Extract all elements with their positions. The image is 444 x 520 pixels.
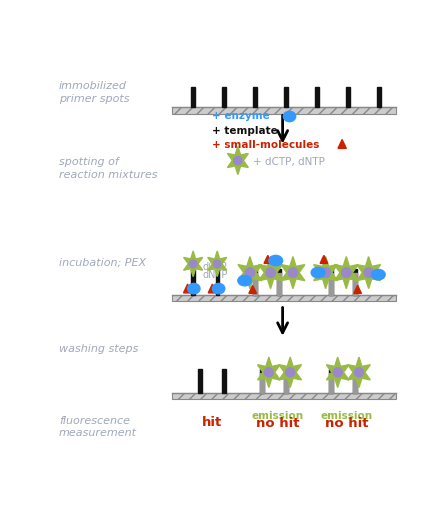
Polygon shape [338,139,346,148]
Text: incubation; PEX: incubation; PEX [59,257,146,268]
Polygon shape [183,284,192,293]
Bar [198,369,202,393]
Polygon shape [281,256,305,289]
Ellipse shape [188,283,200,294]
Ellipse shape [234,157,242,165]
Bar [260,373,264,393]
Polygon shape [259,256,282,289]
Bar [254,269,257,295]
Polygon shape [326,357,349,387]
Text: dNTP: dNTP [203,270,228,280]
Text: hit: hit [202,416,222,430]
Ellipse shape [214,260,221,268]
Polygon shape [320,255,328,264]
Text: dCTP: dCTP [203,262,227,271]
Polygon shape [208,284,217,293]
Polygon shape [249,285,257,293]
Text: spotting of
reaction mixtures: spotting of reaction mixtures [59,158,158,180]
Bar [346,87,350,107]
Bar [329,269,333,295]
Text: + small-molecules: + small-molecules [212,140,319,150]
Bar [284,87,288,107]
Ellipse shape [212,283,225,294]
Bar [191,87,195,107]
Bar [284,373,288,393]
Bar [353,272,357,295]
Polygon shape [354,285,361,293]
Bar [353,269,357,295]
Polygon shape [227,147,248,175]
Ellipse shape [341,268,351,277]
Bar [215,269,219,295]
Bar [260,369,264,393]
Text: emission: emission [320,411,373,421]
Polygon shape [357,256,381,289]
Ellipse shape [371,269,385,280]
Text: no hit: no hit [325,418,368,431]
Bar [254,272,257,295]
Ellipse shape [283,111,296,122]
Ellipse shape [269,255,282,266]
Ellipse shape [245,268,255,277]
Polygon shape [279,357,301,387]
Ellipse shape [333,368,342,377]
Bar [278,269,281,295]
Text: + enzyme: + enzyme [212,111,270,122]
Bar [173,295,396,301]
Ellipse shape [238,276,252,286]
Ellipse shape [285,368,295,377]
Polygon shape [348,357,370,387]
Ellipse shape [266,268,275,277]
Text: emission: emission [251,411,304,421]
Bar [278,272,281,295]
Text: + dCTP, dNTP: + dCTP, dNTP [254,158,325,167]
Ellipse shape [354,368,364,377]
Bar [377,87,381,107]
Polygon shape [258,357,280,387]
Bar [222,369,226,393]
Bar [173,393,396,399]
Ellipse shape [364,268,373,277]
Bar [329,369,333,393]
Bar [191,269,195,295]
Ellipse shape [189,260,197,268]
Polygon shape [208,251,227,277]
Bar [353,373,357,393]
Ellipse shape [288,268,298,277]
Bar [315,87,319,107]
Bar [254,87,257,107]
Bar [173,107,396,114]
Text: immobilized
primer spots: immobilized primer spots [59,81,130,103]
Text: fluorescence
measurement: fluorescence measurement [59,415,137,438]
Polygon shape [184,251,202,277]
Bar [222,87,226,107]
Polygon shape [238,256,262,289]
Ellipse shape [321,268,330,277]
Polygon shape [334,256,358,289]
Text: + template: + template [212,126,278,136]
Polygon shape [264,255,272,264]
Bar [284,369,288,393]
Text: no hit: no hit [256,418,299,431]
Bar [329,272,333,295]
Bar [353,369,357,393]
Ellipse shape [264,368,274,377]
Text: washing steps: washing steps [59,344,139,354]
Ellipse shape [311,267,325,278]
Bar [329,373,333,393]
Polygon shape [314,256,337,289]
